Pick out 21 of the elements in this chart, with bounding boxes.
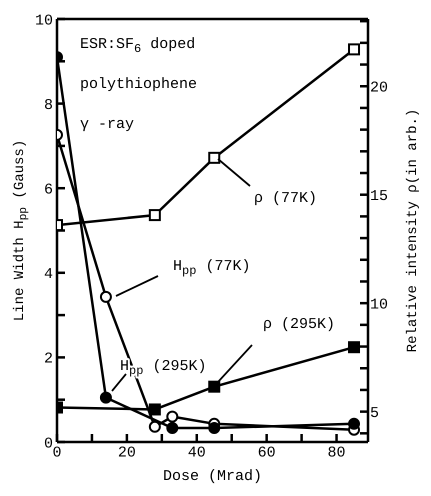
y-tick-label: 6 bbox=[44, 182, 53, 199]
x-tick-label: 40 bbox=[188, 444, 206, 462]
y2-tick-label: 15 bbox=[370, 188, 388, 206]
x-tick-label: 60 bbox=[258, 444, 276, 462]
x-tick-label: 80 bbox=[328, 444, 346, 462]
annotation: polythiophene bbox=[80, 76, 198, 93]
x-tick-label: 20 bbox=[118, 444, 136, 462]
annotation: ESR:SF$_{6}$ doped bbox=[80, 36, 196, 56]
text: ρ (77K) bbox=[254, 190, 318, 207]
annotation: γ -ray bbox=[80, 116, 134, 133]
y-tick-label: 4 bbox=[44, 266, 53, 284]
y-tick-label: 10 bbox=[34, 12, 53, 30]
text: H$_{pp}$(77K) bbox=[173, 258, 250, 278]
y-tick-label: 2 bbox=[44, 350, 53, 368]
y2-tick-label: 10 bbox=[370, 296, 388, 314]
y2-tick-label: 5 bbox=[370, 404, 380, 422]
x-axis-title: Dose (Mrad) bbox=[162, 468, 262, 485]
series-label: ρ (295K) bbox=[263, 316, 336, 333]
y2-tick-label: 20 bbox=[370, 80, 388, 97]
y2-axis-title: Relative intensity ρ(in arb.) bbox=[405, 108, 421, 352]
y-tick-label: 8 bbox=[44, 96, 53, 114]
